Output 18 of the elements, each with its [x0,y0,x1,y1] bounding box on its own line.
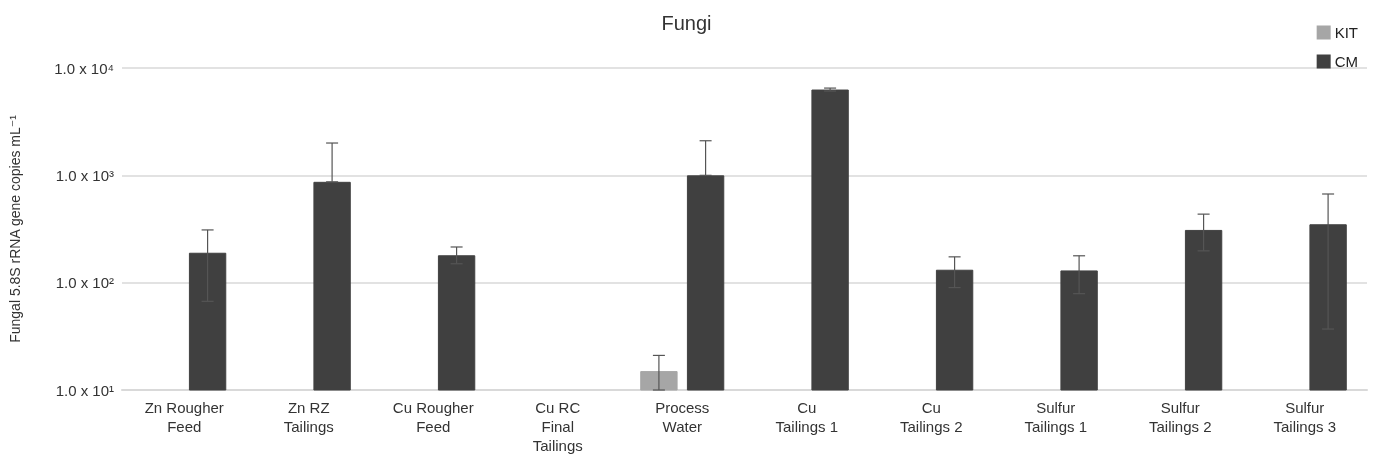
x-tick-label: Cu Tailings 1 [775,399,839,435]
x-tick-label: Sulfur Tailings 2 [1148,399,1212,435]
x-tick-label: Zn Rougher Feed [144,399,224,435]
y-tick-label: 1.0 x 10³ [55,166,114,184]
x-tick-label: Sulfur Tailings 1 [1024,399,1088,435]
y-tick-label: 1.0 x 10¹ [55,381,114,399]
x-tick-label: Process Water [655,399,710,435]
x-tick-label: Sulfur Tailings 3 [1273,399,1337,435]
legend-label: CM [1334,53,1358,70]
x-tick-label: Cu Tailings 2 [899,399,963,435]
chart-title: Fungi [661,12,712,34]
y-tick-label: 1.0 x 10² [55,274,114,292]
x-tick-label: Cu RC Final Tailings [532,399,583,454]
y-axis-title: Fungal 5.8S rRNA gene copies mL⁻¹ [7,114,23,343]
x-tick-label: Zn RZ Tailings [283,399,334,435]
x-tick-label: Cu Rougher Feed [392,399,474,435]
y-tick-label: 1.0 x 10⁴ [54,59,114,77]
legend-label: KIT [1334,24,1359,41]
